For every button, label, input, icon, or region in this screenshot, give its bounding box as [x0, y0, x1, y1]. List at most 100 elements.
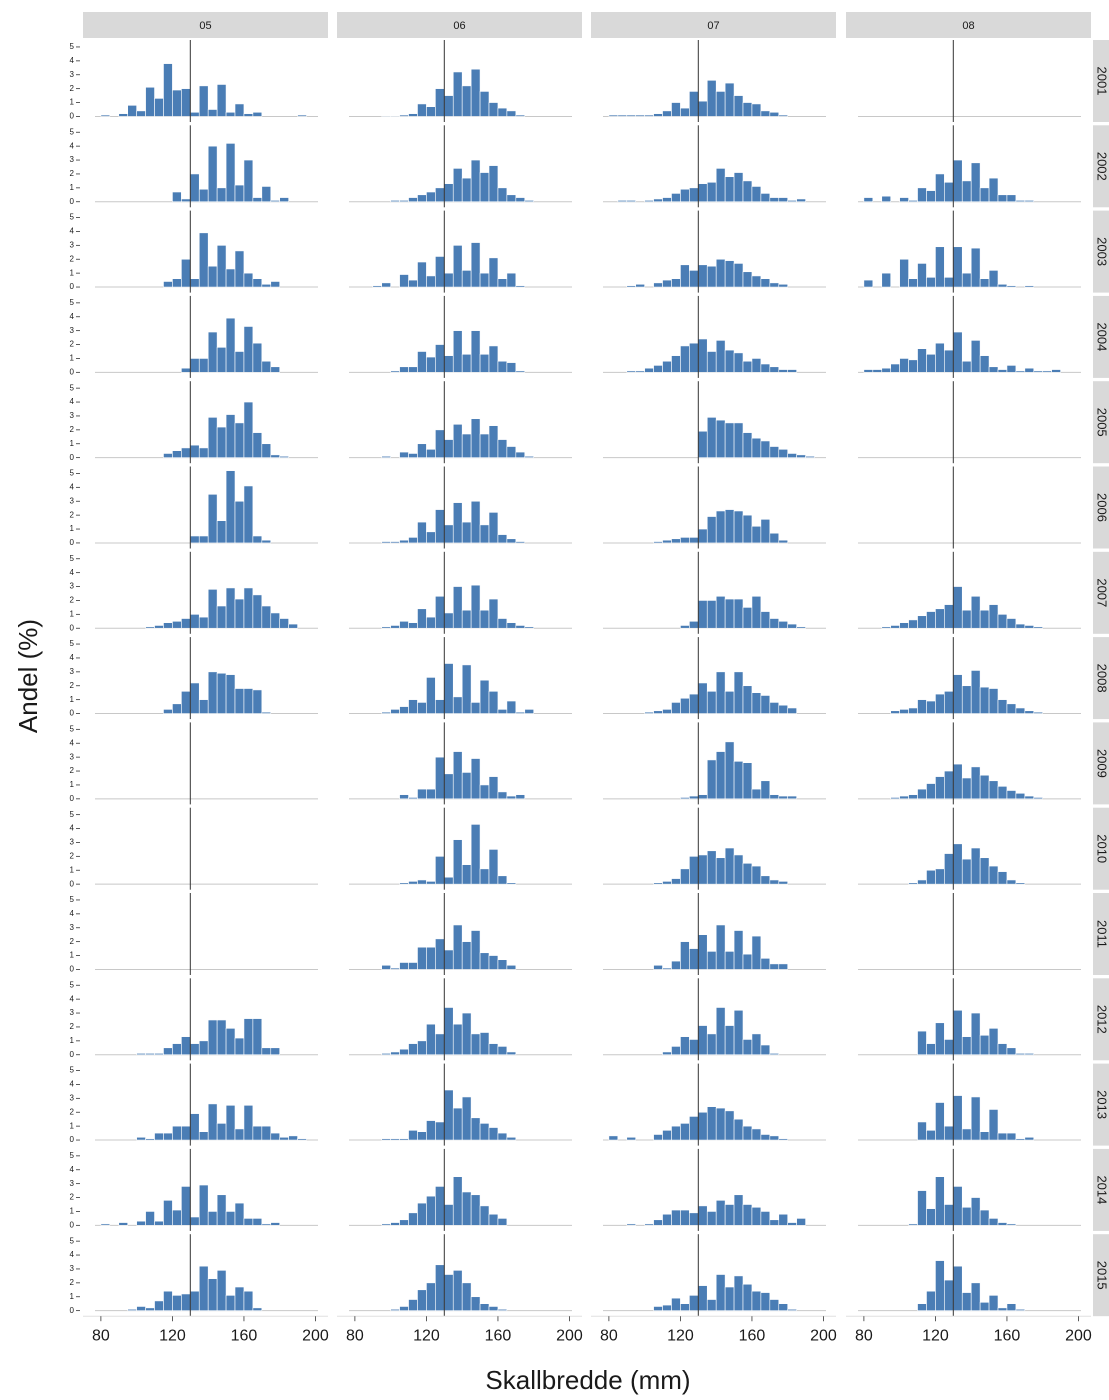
bar	[769, 618, 780, 629]
bar	[225, 1104, 236, 1141]
bar	[399, 882, 409, 885]
bar	[154, 1053, 164, 1056]
y-tick-label: 1	[70, 354, 75, 363]
bar	[988, 1109, 999, 1141]
bar	[697, 264, 708, 288]
bar	[706, 951, 717, 970]
bar	[733, 930, 744, 970]
bar	[279, 1136, 289, 1141]
bar	[488, 691, 499, 714]
bar	[608, 114, 619, 117]
bar	[443, 612, 454, 629]
bar	[733, 95, 744, 117]
bar	[751, 595, 762, 629]
bar	[680, 1123, 690, 1141]
y-tick-label: 4	[70, 824, 75, 833]
bar	[1051, 369, 1061, 373]
row-label: 2002	[1095, 152, 1109, 181]
y-tick-label: 2	[70, 1107, 75, 1116]
bar	[408, 366, 418, 373]
bar	[715, 340, 726, 373]
bar	[470, 702, 481, 714]
row-label: 2004	[1095, 322, 1109, 351]
bar	[926, 1290, 936, 1311]
bar	[952, 246, 963, 288]
bar	[778, 704, 789, 714]
bar	[452, 696, 463, 714]
row-strip	[1093, 1063, 1109, 1146]
bar	[136, 1053, 146, 1056]
y-tick-label: 2	[70, 1022, 75, 1031]
bar	[216, 245, 227, 288]
bar	[163, 1200, 173, 1226]
bar	[381, 711, 391, 714]
bar	[145, 1211, 155, 1226]
bar	[443, 439, 454, 458]
bar	[899, 197, 909, 203]
row-strip	[1093, 125, 1109, 208]
bar	[626, 370, 637, 373]
bar	[399, 620, 409, 629]
bar	[243, 587, 254, 629]
bar	[733, 1009, 744, 1056]
y-tick-label: 2	[70, 425, 75, 434]
bar	[706, 351, 717, 373]
x-tick-label: 80	[346, 1327, 364, 1344]
bar	[181, 1036, 191, 1056]
bar	[497, 618, 508, 629]
bar	[979, 355, 990, 373]
bar	[524, 709, 535, 714]
bar	[653, 710, 663, 714]
row-strip	[1093, 551, 1109, 634]
bar	[435, 1186, 445, 1226]
bar	[381, 1053, 391, 1056]
bar	[198, 232, 209, 288]
bar	[270, 1047, 281, 1056]
bar	[252, 1307, 263, 1311]
bar	[653, 198, 663, 203]
bar	[452, 839, 463, 885]
bar	[390, 1222, 400, 1226]
bar	[216, 1019, 227, 1056]
bar	[426, 788, 436, 800]
bar	[706, 1106, 717, 1141]
bar	[706, 417, 717, 458]
bar	[644, 200, 654, 203]
bar	[172, 1043, 182, 1056]
bar	[671, 1125, 681, 1141]
bar	[917, 187, 927, 203]
bar	[689, 948, 699, 970]
bar	[751, 275, 762, 288]
bar	[479, 353, 490, 373]
bar	[881, 272, 892, 288]
bar	[207, 145, 218, 203]
bar	[261, 443, 272, 458]
bar	[778, 197, 789, 203]
bar	[662, 539, 672, 544]
bar	[697, 430, 708, 458]
bar	[769, 197, 780, 203]
bar	[1006, 879, 1017, 885]
bar	[234, 103, 245, 117]
y-tick-label: 4	[70, 909, 75, 918]
bar	[979, 278, 990, 288]
bar	[742, 180, 753, 203]
bar	[671, 1297, 681, 1311]
bar	[733, 263, 744, 288]
y-tick-label: 4	[70, 227, 75, 236]
bar	[787, 1222, 797, 1226]
bar	[443, 355, 454, 373]
y-tick-label: 2	[70, 340, 75, 349]
bar	[787, 369, 797, 373]
bar	[961, 609, 972, 629]
bar	[751, 358, 762, 373]
bar	[426, 1195, 436, 1226]
row-label: 2006	[1095, 493, 1109, 522]
bar	[479, 609, 490, 629]
bar	[470, 418, 481, 458]
bar	[778, 449, 789, 458]
bar	[243, 113, 254, 117]
bar	[724, 1025, 735, 1056]
bar	[488, 165, 499, 203]
bar	[662, 197, 672, 203]
